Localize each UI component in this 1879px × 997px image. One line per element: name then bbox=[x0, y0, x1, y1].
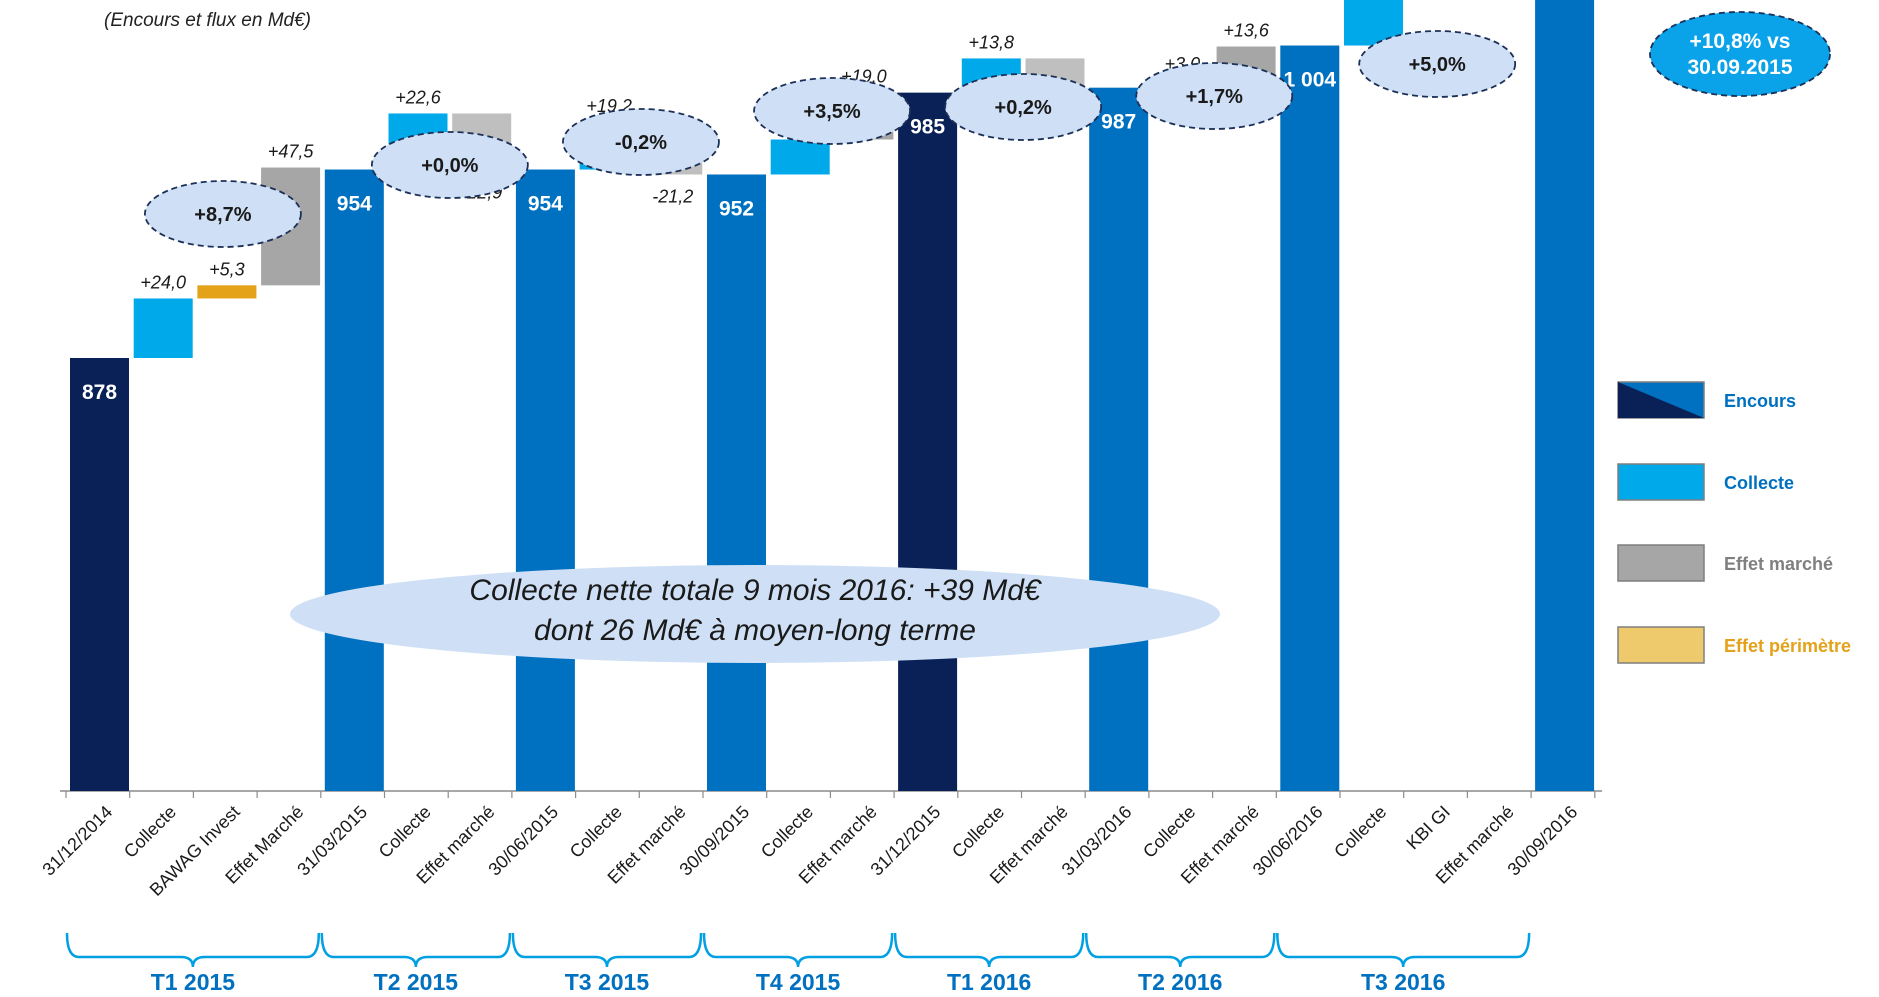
delta-value-label: +22,6 bbox=[395, 87, 442, 107]
delta-value-label: +24,0 bbox=[140, 272, 186, 292]
quarter-change-label: +5,0% bbox=[1409, 54, 1466, 76]
quarter-change-label: -0,2% bbox=[615, 132, 667, 154]
bar-delta bbox=[197, 285, 257, 299]
quarter-change-bubble bbox=[370, 131, 529, 199]
quarter-bracket bbox=[702, 932, 894, 968]
quarter-bracket bbox=[320, 932, 512, 968]
category-tick-label: Collecte bbox=[1139, 802, 1199, 862]
bar-encours bbox=[1089, 87, 1149, 792]
annotation-line-2: dont 26 Md€ à moyen-long terme bbox=[534, 614, 976, 647]
category-tick-label: Collecte bbox=[375, 802, 435, 862]
delta-value-label: +5,3 bbox=[209, 259, 245, 279]
bar-value-label: 987 bbox=[1101, 111, 1136, 134]
bar-encours bbox=[70, 358, 129, 791]
category-tick-label: Collecte bbox=[1330, 802, 1390, 862]
quarter-label: T3 2016 bbox=[1361, 969, 1445, 995]
quarter-change-bubble bbox=[1358, 30, 1517, 98]
category-tick-label: 31/12/2014 bbox=[38, 802, 116, 880]
category-tick-label: Collecte bbox=[566, 802, 626, 862]
quarter-label: T1 2016 bbox=[947, 969, 1031, 995]
quarter-change-bubble bbox=[944, 73, 1103, 141]
quarter-change-label: +0,0% bbox=[421, 155, 478, 177]
legend-swatch-encours-dark bbox=[1618, 382, 1704, 418]
overall-change-label: +10,8% vs bbox=[1689, 30, 1790, 53]
bar-encours bbox=[324, 169, 384, 791]
legend-swatch bbox=[1617, 626, 1705, 664]
category-tick-label: Collecte bbox=[120, 802, 180, 862]
bar-value-label: 952 bbox=[719, 197, 754, 220]
legend-label: Collecte bbox=[1724, 473, 1794, 493]
quarter-change-bubble bbox=[753, 77, 911, 145]
quarter-bracket bbox=[65, 932, 321, 968]
quarter-bracket bbox=[893, 932, 1085, 968]
quarter-change-bubble bbox=[562, 108, 720, 176]
quarter-change-bubble bbox=[143, 180, 302, 248]
bar-encours bbox=[515, 169, 575, 791]
quarter-label: T2 2016 bbox=[1138, 969, 1222, 995]
bar-value-label: 954 bbox=[528, 193, 563, 216]
quarter-change-label: +1,7% bbox=[1186, 86, 1243, 108]
quarter-bracket bbox=[511, 932, 703, 968]
quarter-change-label: +0,2% bbox=[995, 97, 1052, 119]
quarter-label: T1 2015 bbox=[151, 969, 236, 995]
bar-value-label: 985 bbox=[910, 116, 945, 139]
bar-encours bbox=[707, 174, 766, 792]
category-tick-label: KBI GI bbox=[1402, 802, 1454, 854]
legend-label: Effet périmètre bbox=[1724, 636, 1851, 656]
overall-change-label: 30.09.2015 bbox=[1687, 56, 1792, 79]
bar-value-label: 878 bbox=[82, 381, 117, 404]
quarter-bracket bbox=[1276, 932, 1531, 968]
overall-change-bubble bbox=[1649, 11, 1831, 97]
quarter-label: T3 2015 bbox=[565, 969, 650, 995]
quarter-change-bubble bbox=[1135, 62, 1294, 130]
bar-encours bbox=[1280, 45, 1340, 791]
delta-value-label: -21,2 bbox=[652, 186, 693, 206]
legend-swatch bbox=[1617, 544, 1705, 582]
category-tick-label: Collecte bbox=[948, 802, 1008, 862]
delta-value-label: +13,8 bbox=[969, 32, 1015, 52]
bar-value-label: 1 004 bbox=[1284, 69, 1337, 92]
legend-label: Encours bbox=[1724, 391, 1796, 411]
quarter-change-label: +8,7% bbox=[194, 204, 251, 226]
delta-value-label: +13,6 bbox=[1223, 21, 1270, 41]
annotation-line-1: Collecte nette totale 9 mois 2016: +39 M… bbox=[469, 574, 1042, 607]
quarter-bracket bbox=[1084, 932, 1276, 968]
bar-delta bbox=[133, 298, 193, 358]
bar-delta bbox=[770, 139, 830, 175]
units-note: (Encours et flux en Md€) bbox=[104, 10, 311, 31]
quarter-label: T2 2015 bbox=[374, 969, 459, 995]
category-tick-label: Collecte bbox=[757, 802, 817, 862]
quarter-label: T4 2015 bbox=[756, 969, 841, 995]
delta-value-label: +47,5 bbox=[268, 142, 315, 162]
quarter-change-label: +3,5% bbox=[803, 101, 860, 123]
bar-encours bbox=[1535, 0, 1595, 791]
legend-label: Effet marché bbox=[1724, 554, 1833, 574]
bar-value-label: 954 bbox=[337, 193, 372, 216]
bar-encours bbox=[898, 92, 958, 791]
legend-swatch bbox=[1617, 463, 1705, 501]
annotation-ellipse bbox=[290, 565, 1220, 663]
